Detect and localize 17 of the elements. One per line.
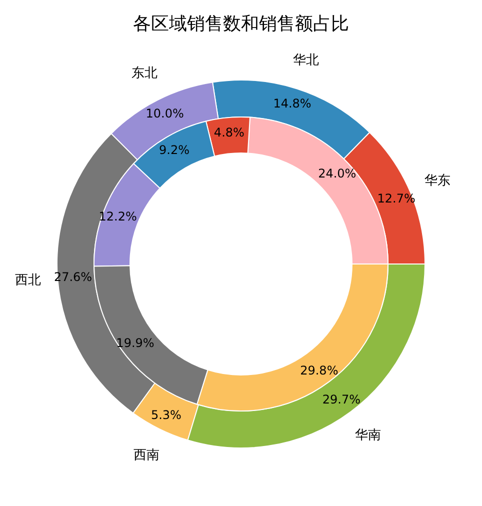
slice-label: 西南: [133, 448, 160, 463]
data-label: 29.7%: [322, 392, 361, 406]
data-label: 12.2%: [98, 210, 137, 224]
data-label: 5.3%: [150, 408, 182, 422]
slice-label: 华东: [424, 174, 451, 189]
data-label: 24.0%: [318, 166, 356, 181]
data-label: 29.8%: [300, 363, 338, 378]
chart-title: 各区域销售数和销售额占比: [133, 14, 349, 34]
data-label: 14.8%: [273, 96, 312, 110]
data-label: 19.9%: [116, 336, 154, 350]
data-label: 9.2%: [159, 143, 190, 158]
data-label: 4.8%: [214, 126, 244, 140]
slice-label: 华北: [292, 53, 319, 68]
slice-label: 华南: [355, 428, 382, 443]
slice-label: 东北: [131, 66, 158, 82]
slice-label: 西北: [15, 273, 42, 288]
data-label: 10.0%: [146, 106, 184, 121]
